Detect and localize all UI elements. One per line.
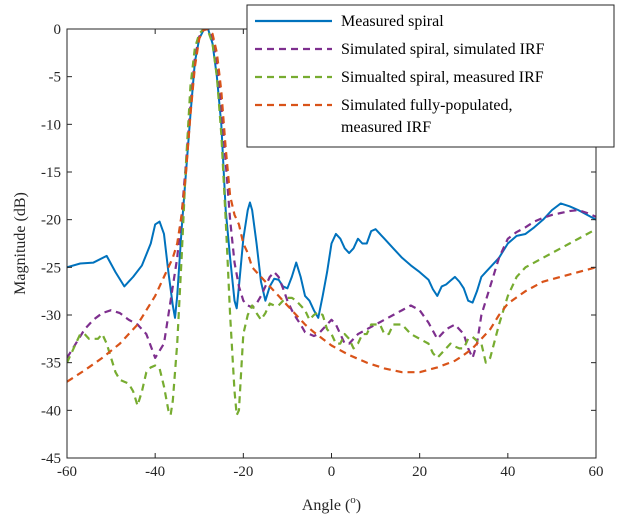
- series-layer: [67, 29, 596, 417]
- x-tick-label: 0: [328, 464, 336, 480]
- series-line-0: [67, 29, 596, 319]
- x-tick-label: 40: [500, 464, 515, 480]
- y-tick-label: -45: [41, 451, 61, 467]
- y-tick-label: -40: [41, 403, 61, 419]
- series-line-3: [67, 29, 596, 383]
- y-tick-label: -15: [41, 165, 61, 181]
- legend-label-1: Simulated spiral, simulated IRF: [341, 41, 545, 58]
- x-axis-unit-close: ): [356, 497, 361, 514]
- x-tick-label: 20: [412, 464, 427, 480]
- y-tick-label: -10: [41, 117, 61, 133]
- legend-label-3-line2: measured IRF: [341, 119, 431, 136]
- x-axis-unit-open: (: [345, 497, 350, 514]
- y-tick-label: -25: [41, 260, 61, 276]
- y-tick-label: -30: [41, 308, 61, 324]
- legend: Measured spiral Simulated spiral, simulat…: [246, 4, 615, 148]
- x-tick-label: -60: [57, 464, 77, 480]
- y-tick-label: -35: [41, 356, 61, 372]
- x-tick-label: 60: [589, 464, 604, 480]
- legend-label-0: Measured spiral: [341, 13, 444, 30]
- series-line-2: [67, 29, 596, 417]
- x-tick-label: -40: [145, 464, 165, 480]
- legend-entries: Measured spiral Simulated spiral, simulat…: [255, 13, 545, 136]
- y-tick-label: 0: [54, 22, 62, 38]
- y-tick-label: -20: [41, 213, 61, 229]
- x-tick-label: -20: [233, 464, 253, 480]
- x-axis-label: Angle (o): [302, 494, 361, 514]
- y-tick-label: -5: [49, 70, 62, 86]
- y-axis-label: Magnitude (dB): [12, 192, 29, 295]
- legend-label-2: Simualted spiral, measured IRF: [341, 69, 544, 86]
- x-axis-label-text: Angle: [302, 497, 341, 514]
- x-axis-unit-degree: o: [350, 494, 356, 506]
- legend-label-3-line1: Simulated fully-populated,: [341, 97, 513, 114]
